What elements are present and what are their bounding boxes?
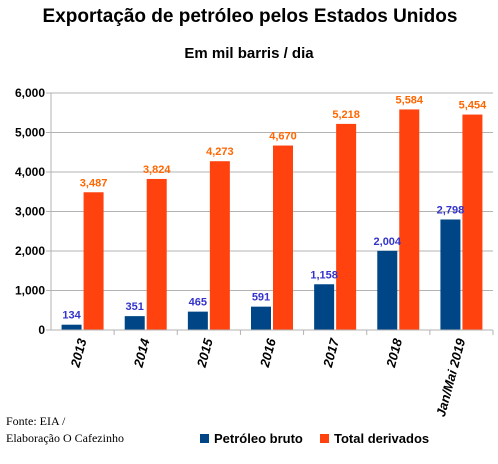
data-label: 134 (62, 310, 81, 322)
data-label: 4,670 (269, 131, 297, 143)
gridlines (51, 92, 493, 331)
chart-subtitle: Em mil barris / dia (184, 45, 314, 62)
source-line-1: Fonte: EIA / (6, 414, 66, 428)
x-tick-label: 2016 (257, 336, 279, 370)
data-label: 4,273 (206, 146, 234, 158)
legend-label-total-derivados: Total derivados (334, 431, 429, 446)
data-label: 3,824 (143, 164, 171, 176)
x-tick-label: Jan/Mai 2019 (433, 336, 468, 418)
bar-total-derivados (209, 161, 230, 330)
bar-petroleo-bruto (61, 324, 82, 330)
x-tick-label: 2014 (130, 336, 152, 370)
data-label: 2,004 (374, 236, 402, 248)
bars (61, 109, 483, 330)
x-tick-label: 2015 (194, 336, 216, 370)
axes (50, 93, 494, 335)
bar-total-derivados (462, 114, 483, 330)
bar-total-derivados (273, 145, 293, 330)
data-label: 3,487 (80, 177, 108, 189)
x-axis-ticks: 2013 2014 2015 2016 2017 2018 Jan/Mai 2019 (67, 336, 468, 418)
bar-petroleo-bruto (377, 250, 398, 330)
data-label: 465 (189, 297, 207, 309)
y-tick-label: 2,000 (15, 244, 45, 258)
x-tick-label: 2017 (320, 336, 342, 370)
bar-total-derivados (399, 109, 420, 330)
bar-total-derivados (336, 123, 357, 330)
x-tick-label: 2018 (383, 336, 405, 370)
bar-total-derivados (146, 178, 167, 330)
data-label: 2,798 (437, 204, 465, 216)
y-axis-ticks: 0 1,000 2,000 3,000 4,000 5,000 6,000 (15, 86, 51, 337)
bar-petroleo-bruto (187, 311, 208, 330)
x-tick-label: 2013 (67, 336, 89, 370)
bar-petroleo-bruto (251, 306, 271, 330)
source-line-2: Elaboração O Cafezinho (6, 431, 124, 445)
data-labels: 134 3,487 351 3,824 465 4,273 591 4,670 1,158 5,2… (62, 94, 487, 321)
legend-swatch-total-derivados (320, 434, 329, 443)
data-label: 5,218 (332, 109, 360, 121)
bar-total-derivados (83, 192, 104, 330)
data-label: 1,158 (310, 269, 338, 281)
y-tick-label: 6,000 (15, 86, 45, 100)
bar-petroleo-bruto (124, 316, 145, 330)
y-tick-label: 5,000 (15, 126, 45, 140)
data-label: 351 (126, 301, 144, 313)
legend-swatch-petroleo-bruto (200, 434, 209, 443)
y-tick-label: 0 (38, 323, 45, 337)
data-label: 5,584 (396, 94, 424, 106)
y-tick-label: 1,000 (15, 284, 45, 298)
data-label: 5,454 (459, 100, 487, 112)
data-label: 591 (252, 292, 270, 304)
y-tick-label: 3,000 (15, 205, 45, 219)
legend-label-petroleo-bruto: Petróleo bruto (214, 431, 303, 446)
bar-petroleo-bruto (440, 219, 461, 330)
legend: Petróleo bruto Total derivados (200, 431, 429, 446)
bar-petroleo-bruto (314, 284, 335, 330)
y-tick-label: 4,000 (15, 165, 45, 179)
chart-title: Exportação de petróleo pelos Estados Uni… (43, 6, 458, 27)
